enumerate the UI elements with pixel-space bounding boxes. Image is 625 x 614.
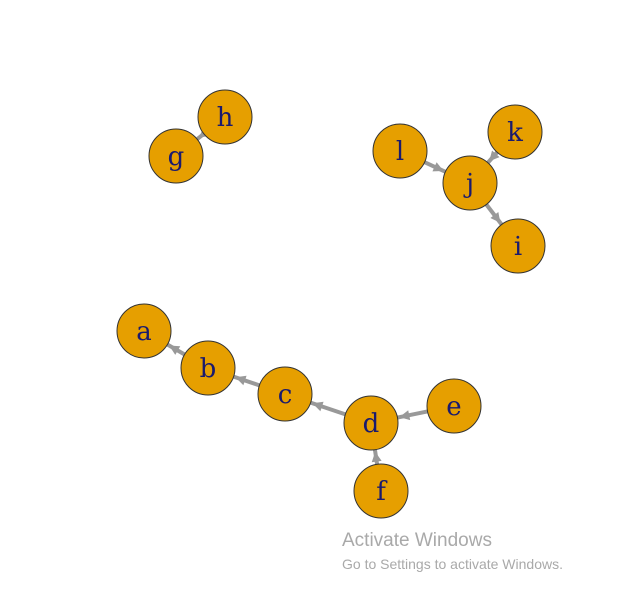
node-circle-e (426, 378, 482, 434)
edge-arrowhead-j-k (489, 150, 500, 162)
edge-arrowhead-d-e (399, 410, 411, 421)
node-circle-i (490, 218, 546, 274)
node-b: b (180, 340, 236, 396)
node-label-f: f (376, 477, 388, 507)
node-label-g: g (168, 142, 185, 172)
node-circle-g (148, 128, 204, 184)
node-circle-b (180, 340, 236, 396)
node-g: g (148, 128, 204, 184)
nodes-layer: a b c d e f g h i j k l (116, 89, 546, 519)
node-label-l: l (396, 137, 404, 167)
edge-arrowhead-c-d (312, 401, 324, 412)
node-circle-f (353, 463, 409, 519)
node-label-j: j (463, 169, 474, 199)
node-label-k: k (507, 118, 523, 148)
node-label-i: i (514, 232, 522, 262)
node-circle-l (372, 123, 428, 179)
node-label-c: c (278, 380, 293, 410)
node-j: j (442, 155, 498, 211)
node-k: k (487, 104, 543, 160)
activate-windows-title: Activate Windows (342, 530, 492, 551)
node-circle-a (116, 303, 172, 359)
node-circle-h (197, 89, 253, 145)
node-circle-d (343, 395, 399, 451)
node-label-h: h (217, 103, 234, 133)
node-circle-c (257, 366, 313, 422)
node-circle-j (442, 155, 498, 211)
activate-windows-subtitle: Go to Settings to activate Windows. (342, 556, 563, 572)
edge-arrowhead-b-c (235, 375, 247, 386)
node-label-d: d (363, 409, 380, 439)
node-f: f (353, 463, 409, 519)
node-label-a: a (136, 317, 152, 347)
node-i: i (490, 218, 546, 274)
node-label-b: b (200, 354, 217, 384)
edge-arrowhead-i-j (490, 211, 501, 223)
node-circle-k (487, 104, 543, 160)
edge-arrowhead-j-l (432, 162, 444, 172)
node-c: c (257, 366, 313, 422)
node-e: e (426, 378, 482, 434)
node-h: h (197, 89, 253, 145)
node-d: d (343, 395, 399, 451)
node-a: a (116, 303, 172, 359)
edges-layer (166, 127, 504, 465)
edge-arrowhead-a-b (169, 345, 181, 355)
edge-arrowhead-d-f (371, 451, 382, 463)
node-label-e: e (446, 392, 461, 422)
node-l: l (372, 123, 428, 179)
